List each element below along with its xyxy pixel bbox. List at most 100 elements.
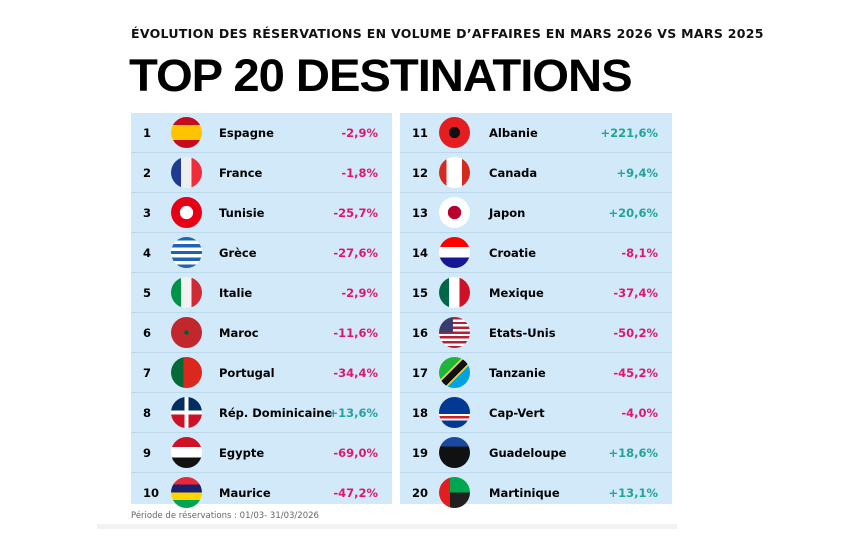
table-row: 6 Maroc -11,6% xyxy=(131,313,392,353)
table-row: 4 Grèce -27,6% xyxy=(131,233,392,273)
table-row: 17 Tanzanie -45,2% xyxy=(400,353,672,393)
change-value: +221,6% xyxy=(600,125,658,140)
change-value: -8,1% xyxy=(621,245,658,260)
rank: 4 xyxy=(143,245,152,260)
flag-cv-icon xyxy=(439,397,470,428)
table-row: 11 Albanie +221,6% xyxy=(400,113,672,153)
change-value: -27,6% xyxy=(333,245,378,260)
table-row: 13 Japon +20,6% xyxy=(400,193,672,233)
ranking-column-left: 1 Espagne -2,9% 2 France -1,8% 3 Tunisie -… xyxy=(131,113,392,508)
change-value: -69,0% xyxy=(333,445,378,460)
change-value: -11,6% xyxy=(333,325,378,340)
rank: 8 xyxy=(143,405,152,420)
change-value: +18,6% xyxy=(608,445,658,460)
destination-name: Maurice xyxy=(219,485,271,500)
change-value: -34,4% xyxy=(333,365,378,380)
flag-us-icon xyxy=(439,317,470,348)
flag-gr-icon xyxy=(171,237,202,268)
change-value: -1,8% xyxy=(341,165,378,180)
rank: 17 xyxy=(412,365,429,380)
ranking-column-right: 11 Albanie +221,6% 12 Canada +9,4% 13 Japo… xyxy=(400,113,672,508)
flag-es-icon xyxy=(171,117,202,148)
rank: 6 xyxy=(143,325,152,340)
destination-name: Martinique xyxy=(489,485,560,500)
flag-ca-icon xyxy=(439,157,470,188)
table-row: 3 Tunisie -25,7% xyxy=(131,193,392,233)
change-value: +20,6% xyxy=(608,205,658,220)
table-row: 19 Guadeloupe +18,6% xyxy=(400,433,672,473)
flag-mx-icon xyxy=(439,277,470,308)
rank: 19 xyxy=(412,445,429,460)
flag-fr-icon xyxy=(171,157,202,188)
table-row: 18 Cap-Vert -4,0% xyxy=(400,393,672,433)
destination-name: Espagne xyxy=(219,125,274,140)
rank: 14 xyxy=(412,245,429,260)
flag-ma-icon xyxy=(171,317,202,348)
rank: 15 xyxy=(412,285,429,300)
change-value: -2,9% xyxy=(341,285,378,300)
flag-eg-icon xyxy=(171,437,202,468)
flag-tn-icon xyxy=(171,197,202,228)
rank: 9 xyxy=(143,445,152,460)
flag-mq-icon xyxy=(439,477,470,508)
divider xyxy=(97,524,677,529)
rank: 20 xyxy=(412,485,429,500)
change-value: -4,0% xyxy=(621,405,658,420)
table-row: 14 Croatie -8,1% xyxy=(400,233,672,273)
flag-al-icon xyxy=(439,117,470,148)
rank: 7 xyxy=(143,365,152,380)
destination-name: Tanzanie xyxy=(489,365,546,380)
rank: 10 xyxy=(143,485,160,500)
table-row: 16 Etats-Unis -50,2% xyxy=(400,313,672,353)
destination-name: Japon xyxy=(489,205,526,220)
destination-name: Mexique xyxy=(489,285,544,300)
destination-name: Egypte xyxy=(219,445,265,460)
change-value: -25,7% xyxy=(333,205,378,220)
destination-name: Italie xyxy=(219,285,253,300)
change-value: -45,2% xyxy=(613,365,658,380)
rank: 13 xyxy=(412,205,429,220)
change-value: -37,4% xyxy=(613,285,658,300)
flag-it-icon xyxy=(171,277,202,308)
subtitle: ÉVOLUTION DES RÉSERVATIONS EN VOLUME D’A… xyxy=(131,26,764,41)
destination-name: Croatie xyxy=(489,245,537,260)
destination-name: Rép. Dominicaine xyxy=(219,405,333,420)
rank: 5 xyxy=(143,285,152,300)
change-value: +9,4% xyxy=(616,165,658,180)
table-row: 9 Egypte -69,0% xyxy=(131,433,392,473)
change-value: -50,2% xyxy=(613,325,658,340)
destination-name: Maroc xyxy=(219,325,259,340)
destination-name: Grèce xyxy=(219,245,257,260)
destination-name: Guadeloupe xyxy=(489,445,567,460)
change-value: -2,9% xyxy=(341,125,378,140)
flag-jp-icon xyxy=(439,197,470,228)
table-row: 2 France -1,8% xyxy=(131,153,392,193)
flag-gp-icon xyxy=(439,437,470,468)
table-row: 7 Portugal -34,4% xyxy=(131,353,392,393)
destination-name: Canada xyxy=(489,165,538,180)
table-row: 10 Maurice -47,2% xyxy=(131,473,392,512)
destination-name: Portugal xyxy=(219,365,275,380)
table-row: 1 Espagne -2,9% xyxy=(131,113,392,153)
rank: 2 xyxy=(143,165,152,180)
rank: 18 xyxy=(412,405,429,420)
table-row: 15 Mexique -37,4% xyxy=(400,273,672,313)
table-row: 8 Rép. Dominicaine +13,6% xyxy=(131,393,392,433)
destination-name: Cap-Vert xyxy=(489,405,545,420)
destination-name: France xyxy=(219,165,263,180)
flag-hr-icon xyxy=(439,237,470,268)
page-title: TOP 20 DESTINATIONS xyxy=(129,50,633,101)
destination-name: Etats-Unis xyxy=(489,325,556,340)
flag-mu-icon xyxy=(171,477,202,508)
change-value: +13,6% xyxy=(328,405,378,420)
flag-tz-icon xyxy=(439,357,470,388)
rank: 16 xyxy=(412,325,429,340)
rank: 3 xyxy=(143,205,152,220)
flag-do-icon xyxy=(171,397,202,428)
change-value: +13,1% xyxy=(608,485,658,500)
table-row: 12 Canada +9,4% xyxy=(400,153,672,193)
rank: 12 xyxy=(412,165,429,180)
destination-name: Tunisie xyxy=(219,205,265,220)
destination-name: Albanie xyxy=(489,125,538,140)
rank: 1 xyxy=(143,125,152,140)
